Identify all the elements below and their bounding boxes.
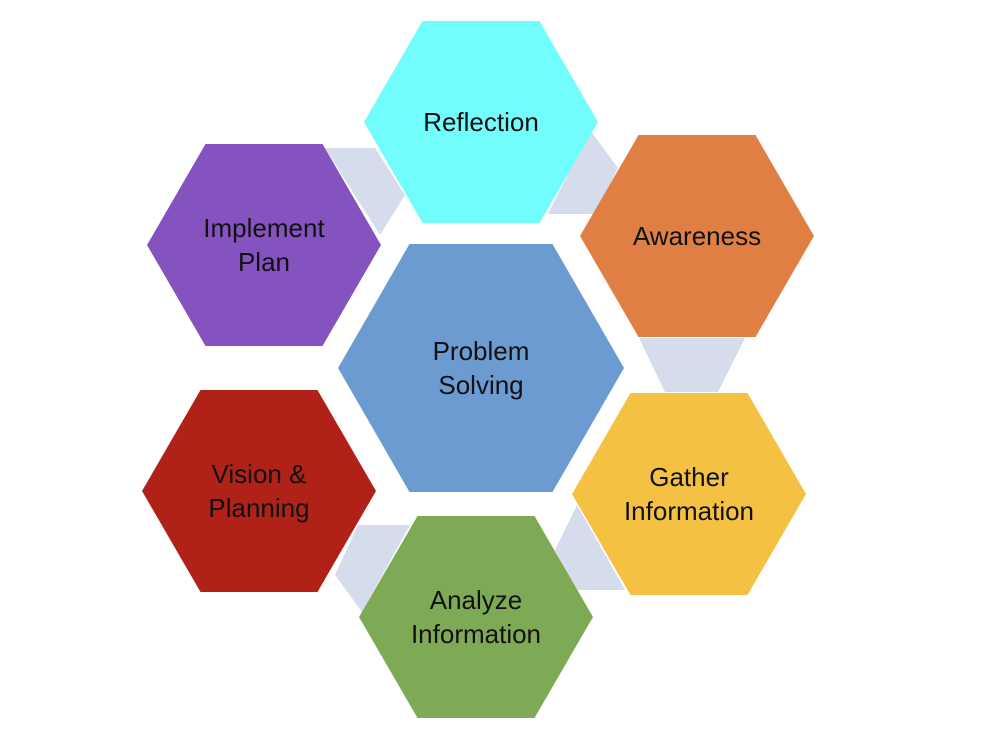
hexagon-label-awareness-line-1: Awareness — [633, 221, 761, 251]
hexagon-label-gather-information-line-1: Gather — [649, 462, 729, 492]
connector-reflection-to-awareness — [548, 130, 618, 214]
hexagon-label-vision-planning-line-2: Planning — [208, 493, 309, 523]
hexagon-shape-center — [338, 244, 624, 492]
hexagon-label-center-line-2: Solving — [438, 370, 523, 400]
hexagon-label-analyze-information-line-1: Analyze — [430, 585, 523, 615]
hexagon-label-analyze-information-line-2: Information — [411, 619, 541, 649]
hexagon-shape-implement-plan — [147, 144, 381, 346]
hexagon-label-implement-plan-line-1: Implement — [203, 213, 325, 243]
hexagon-label-gather-information-line-2: Information — [624, 496, 754, 526]
hexagon-label-reflection-line-1: Reflection — [423, 107, 539, 137]
connector-group — [325, 130, 745, 612]
hexagon-shape-gather-information — [572, 393, 806, 595]
hexagon-center: Problem Solving — [338, 244, 624, 492]
hexagon-shape-awareness — [580, 135, 814, 337]
top-cutoff-text — [120, 0, 740, 4]
hexagon-implement-plan: Implement Plan — [147, 144, 381, 346]
connector-implement-to-reflection — [325, 148, 405, 235]
hexagon-awareness: Awareness — [580, 135, 814, 337]
hexagon-shape-vision-planning — [142, 390, 376, 592]
hexagon-vision-planning: Vision & Planning — [142, 390, 376, 592]
hexagon-label-implement-plan-line-2: Plan — [238, 247, 290, 277]
hexagon-reflection: Reflection — [364, 21, 598, 223]
hexagon-gather-information: Gather Information — [572, 393, 806, 595]
connector-analyze-to-vision — [335, 525, 410, 612]
hexagon-analyze-information: Analyze Information — [359, 516, 593, 718]
connector-awareness-to-gather — [639, 338, 745, 392]
connector-gather-to-analyze — [555, 505, 625, 590]
hexagon-label-center-line-1: Problem — [433, 336, 530, 366]
hexagon-label-vision-planning-line-1: Vision & — [212, 459, 307, 489]
hexagon-group: ReflectionAwarenessGatherInformationAnal… — [142, 21, 814, 718]
hexagon-shape-reflection — [364, 21, 598, 223]
hexagon-shape-analyze-information — [359, 516, 593, 718]
